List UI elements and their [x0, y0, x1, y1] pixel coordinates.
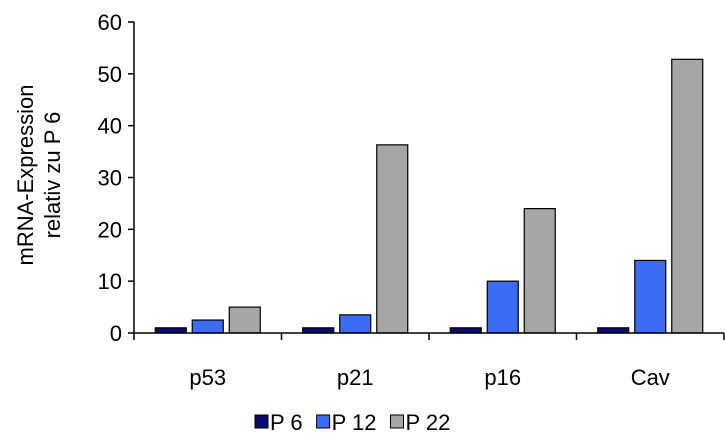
- legend-swatch-0: [254, 414, 269, 429]
- y-axis-title-line-2: relativ zu P 6: [40, 112, 65, 239]
- legend-swatch-2: [389, 414, 404, 429]
- bar-p16-p12: [486, 280, 519, 334]
- legend-swatch-1: [316, 414, 331, 429]
- y-tick-label-6: 60: [98, 10, 122, 35]
- legend: P 6 P 12 P 22: [254, 410, 450, 435]
- bar-p53-p6: [154, 327, 187, 334]
- y-tick-label-0: 0: [110, 321, 122, 346]
- y-tick-label-1: 10: [98, 269, 122, 294]
- x-tick-label-2: p16: [484, 365, 521, 390]
- x-tick-label-0: p53: [189, 365, 226, 390]
- y-axis-title: mRNA-Expression relativ zu P 6: [13, 85, 65, 266]
- bar-p21-p6: [302, 327, 335, 334]
- legend-label-0: P 6: [270, 410, 303, 435]
- bar-p21-p12: [339, 314, 372, 334]
- bar-p16-p22: [523, 208, 556, 334]
- bar-Cav-p12: [634, 259, 667, 334]
- bar-Cav-p6: [597, 327, 630, 334]
- x-tick-label-3: Cav: [631, 365, 670, 390]
- bar-p21-p22: [376, 144, 409, 334]
- bar-p53-p12: [191, 319, 224, 334]
- y-tick-label-5: 50: [98, 62, 122, 87]
- y-tick-label-2: 20: [98, 217, 122, 242]
- x-axis-ticks: p53 p21 p16 Cav: [133, 333, 725, 390]
- legend-label-2: P 22: [405, 410, 450, 435]
- y-axis-title-line-1: mRNA-Expression: [13, 85, 38, 266]
- bar-Cav-p22: [671, 58, 704, 334]
- bars: [154, 58, 704, 334]
- y-tick-label-4: 40: [98, 114, 122, 139]
- y-axis-ticks: 0 10 20 30 40 50 60: [98, 10, 134, 346]
- x-tick-label-1: p21: [337, 365, 374, 390]
- bar-p16-p6: [449, 327, 482, 334]
- legend-label-1: P 12: [332, 410, 377, 435]
- bar-p53-p22: [228, 306, 261, 334]
- y-tick-label-3: 30: [98, 166, 122, 191]
